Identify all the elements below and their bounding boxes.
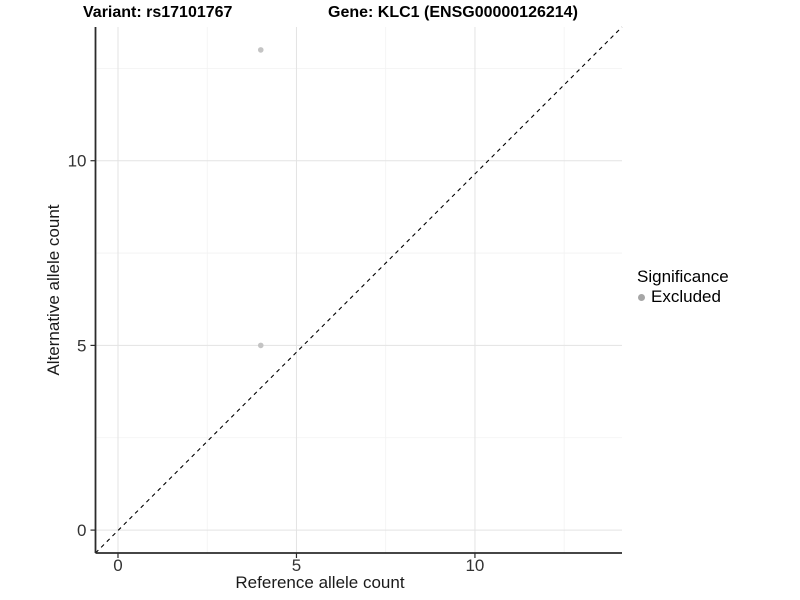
legend: Significance Excluded [636, 267, 729, 307]
data-point [257, 47, 264, 53]
legend-title: Significance [637, 267, 729, 286]
legend-point-icon [638, 293, 645, 301]
identity-reference-line [95, 26, 623, 554]
plot-title-gene: Gene: KLC1 (ENSG00000126214) [328, 4, 578, 21]
y-tick-label: 0 [77, 521, 86, 540]
x-tick-label: 0 [113, 556, 122, 575]
y-axis-title: Alternative allele count [44, 204, 63, 376]
legend-item-excluded: Excluded [636, 287, 729, 307]
x-tick-label: 5 [292, 556, 301, 575]
data-point [257, 342, 264, 349]
plot-title-variant: Variant: rs17101767 [83, 4, 233, 21]
x-axis-title: Reference allele count [235, 573, 405, 592]
legend-item-label: Excluded [651, 287, 721, 306]
y-tick-label: 5 [77, 336, 86, 355]
x-tick-label: 10 [465, 556, 484, 575]
y-tick-label: 10 [68, 152, 87, 171]
